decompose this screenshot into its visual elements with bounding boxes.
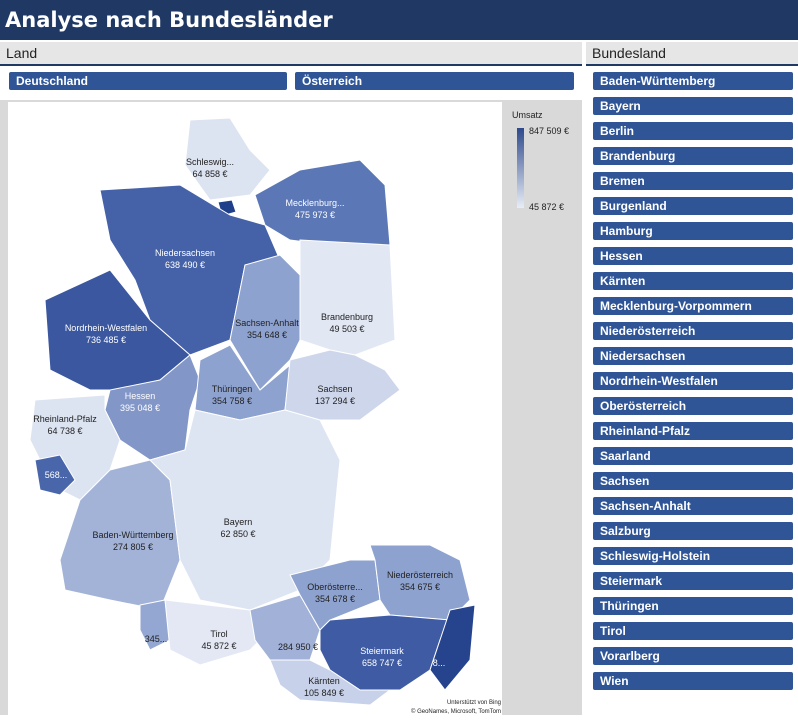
region-value: 64 738 € (47, 426, 82, 436)
slicer-item[interactable]: Rheinland-Pfalz (593, 422, 793, 440)
region-name: Baden-Württemberg (92, 530, 173, 540)
attribution: Unterstützt von Bing (447, 700, 501, 706)
region-name: Brandenburg (321, 312, 373, 322)
region (269, 659, 392, 706)
land-slicer: Land Deutschland Österreich (0, 42, 582, 98)
region-value: 736 485 € (86, 335, 126, 345)
slicer-item[interactable]: Wien (593, 672, 793, 690)
legend-max: 847 509 € (529, 126, 569, 136)
legend-title: Umsatz (512, 110, 543, 120)
slicer-item[interactable]: Kärnten (593, 272, 793, 290)
region-name: Nordrhein-Westfalen (65, 323, 147, 333)
slicer-title: Bundesland (592, 45, 666, 61)
slicer-item[interactable]: Tirol (593, 622, 793, 640)
region-value: 45 872 € (201, 641, 236, 651)
slicer-item[interactable]: Baden-Württemberg (593, 72, 793, 90)
region-name: Thüringen (212, 384, 253, 394)
region-name: Steiermark (360, 646, 404, 656)
region-value: 137 294 € (315, 396, 355, 406)
region-name: Rheinland-Pfalz (33, 414, 97, 424)
region-name: Kärnten (308, 676, 340, 686)
region-value: 8... (433, 658, 446, 668)
region-name: Sachsen-Anhalt (235, 318, 299, 328)
bundesland-slicer: Bundesland Baden-Württemberg Bayern Berlin… (586, 42, 798, 715)
region (34, 454, 76, 496)
region (229, 254, 301, 391)
map: Schleswig... 64 858 € Mecklenburg... 475 97… (8, 102, 569, 715)
slicer-item[interactable]: Hessen (593, 247, 793, 265)
slicer-item[interactable]: Berlin (593, 122, 793, 140)
map-area: Schleswig... 64 858 € Mecklenburg... 475 97… (0, 100, 582, 715)
region-name: Sachsen (317, 384, 352, 394)
slicer-item[interactable]: Österreich (295, 72, 574, 90)
slicer-item[interactable]: Niedersachsen (593, 347, 793, 365)
region-value: 354 675 € (400, 582, 440, 592)
region-name: Niedersachsen (155, 248, 215, 258)
slicer-item[interactable]: Bremen (593, 172, 793, 190)
region-value: 395 048 € (120, 403, 160, 413)
region-value: 64 858 € (192, 169, 227, 179)
slicer-header: Land (0, 42, 582, 66)
slicer-item[interactable]: Deutschland (9, 72, 287, 90)
region-value: 345... (145, 634, 168, 644)
slicer-item[interactable]: Burgenland (593, 197, 793, 215)
region-value: 658 747 € (362, 658, 402, 668)
region-value: 638 490 € (165, 260, 205, 270)
region-name: Tirol (210, 629, 227, 639)
region (149, 409, 341, 611)
region-labels: Schleswig... 64 858 € Mecklenburg... 475 97… (33, 157, 453, 698)
region-name: Bayern (224, 517, 253, 527)
legend-gradient (517, 128, 524, 208)
slicer-header: Bundesland (586, 42, 798, 66)
slicer-title: Land (6, 45, 38, 61)
region (184, 117, 271, 201)
slicer-item[interactable]: Thüringen (593, 597, 793, 615)
region-name: Oberösterre... (307, 582, 363, 592)
region-value: 62 850 € (220, 529, 255, 539)
region-value: 284 950 € (278, 642, 318, 652)
region-value: 354 678 € (315, 594, 355, 604)
slicer-item[interactable]: Schleswig-Holstein (593, 547, 793, 565)
region (299, 239, 396, 356)
region-value: 49 503 € (329, 324, 364, 334)
slicer-item[interactable]: Vorarlberg (593, 647, 793, 665)
region-name: Niederösterreich (387, 570, 453, 580)
regions (29, 117, 476, 706)
region-name: Hessen (125, 391, 156, 401)
region (59, 459, 181, 611)
region-value: 568... (45, 470, 68, 480)
slicer-item[interactable]: Oberösterreich (593, 397, 793, 415)
region (289, 559, 381, 631)
slicer-item[interactable]: Bayern (593, 97, 793, 115)
region-value: 475 973 € (295, 210, 335, 220)
slicer-item[interactable]: Brandenburg (593, 147, 793, 165)
slicer-item[interactable]: Mecklenburg-Vorpommern (593, 297, 793, 315)
region-value: 354 648 € (247, 330, 287, 340)
slicer-item[interactable]: Sachsen (593, 472, 793, 490)
region (139, 599, 171, 651)
slicer-item[interactable]: Hamburg (593, 222, 793, 240)
slicer-item[interactable]: Sachsen-Anhalt (593, 497, 793, 515)
slicer-item[interactable]: Saarland (593, 447, 793, 465)
slicer-item[interactable]: Salzburg (593, 522, 793, 540)
region-value: 105 849 € (304, 688, 344, 698)
legend-min: 45 872 € (529, 202, 564, 212)
title: Analyse nach Bundesländer (5, 8, 333, 32)
region-value: 354 758 € (212, 396, 252, 406)
region-name: Schleswig... (186, 157, 234, 167)
region (429, 604, 476, 691)
title-bar: Analyse nach Bundesländer (0, 0, 798, 40)
attribution: © GeoNames, Microsoft, TomTom (411, 708, 501, 715)
slicer-item[interactable]: Niederösterreich (593, 322, 793, 340)
region-value: 274 805 € (113, 542, 153, 552)
slicer-item[interactable]: Nordrhein-Westfalen (593, 372, 793, 390)
slicer-item[interactable]: Steiermark (593, 572, 793, 590)
region-name: Mecklenburg... (285, 198, 344, 208)
